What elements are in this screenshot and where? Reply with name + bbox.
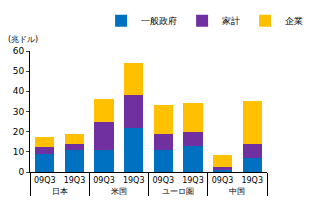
- svg-text:一般政府: 一般政府: [141, 16, 177, 26]
- svg-text:19Q3: 19Q3: [182, 176, 204, 185]
- svg-text:30: 30: [13, 107, 25, 117]
- svg-text:中国: 中国: [229, 187, 245, 196]
- svg-text:09Q3: 09Q3: [212, 176, 234, 185]
- svg-text:19Q3: 19Q3: [64, 176, 86, 185]
- svg-text:40: 40: [13, 86, 25, 96]
- svg-text:09Q3: 09Q3: [34, 176, 56, 185]
- svg-text:50: 50: [13, 66, 25, 76]
- svg-text:家計: 家計: [222, 16, 240, 26]
- svg-text:19Q3: 19Q3: [123, 176, 145, 185]
- svg-text:09Q3: 09Q3: [153, 176, 175, 185]
- svg-text:(兆ドル): (兆ドル): [8, 35, 38, 44]
- svg-text:20: 20: [13, 127, 25, 137]
- svg-text:09Q3: 09Q3: [93, 176, 115, 185]
- svg-text:0: 0: [18, 167, 24, 177]
- svg-text:60: 60: [13, 46, 25, 56]
- svg-text:日本: 日本: [52, 187, 68, 196]
- svg-text:企業: 企業: [285, 16, 303, 26]
- svg-text:10: 10: [13, 147, 25, 157]
- svg-text:19Q3: 19Q3: [241, 176, 263, 185]
- svg-text:ユーロ圏: ユーロ圏: [162, 187, 194, 196]
- svg-text:米国: 米国: [111, 187, 127, 196]
